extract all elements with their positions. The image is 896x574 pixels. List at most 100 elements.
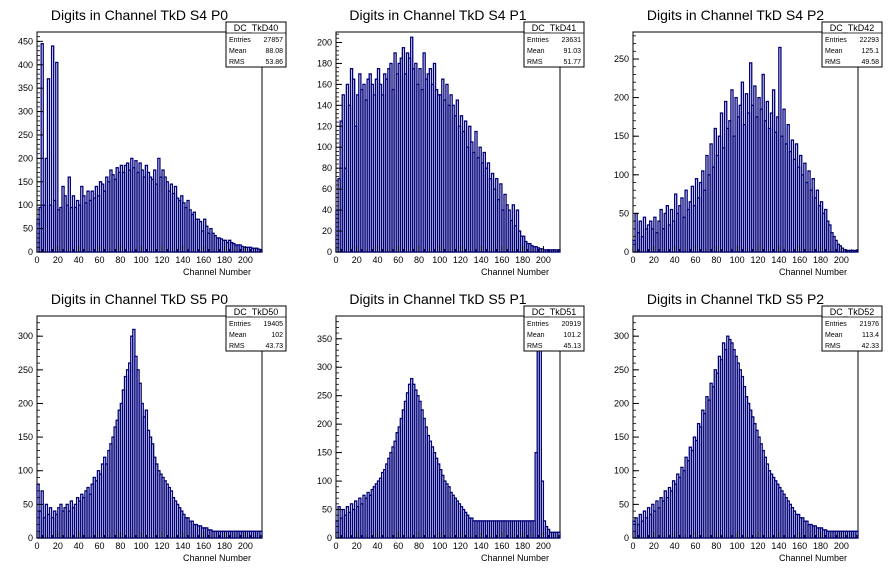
stats-key: Mean [229,48,247,55]
x-tick-label: 0 [34,255,39,265]
y-tick-label: 150 [18,432,33,442]
x-tick-label: 120 [750,541,765,551]
histogram-bar [540,480,545,539]
y-tick-label: 100 [18,200,33,210]
y-tick-label: 400 [18,60,33,70]
x-tick-label: 120 [453,255,468,265]
stats-value: 113.4 [862,332,879,339]
stats-value: 91.03 [563,48,581,55]
y-tick-label: 100 [614,466,629,476]
stats-box: DC_TkD51 Entries 20919 Mean 101.2 RMS 45.13 [523,305,585,352]
x-tick-label: 20 [649,541,659,551]
x-tick-label: 80 [414,541,424,551]
y-tick-label: 50 [619,208,629,218]
x-axis-label: Channel Number [779,267,847,277]
x-tick-label: 0 [333,541,338,551]
y-tick-label: 250 [614,365,629,375]
x-tick-label: 80 [115,541,125,551]
x-tick-label: 40 [372,541,382,551]
y-tick-label: 100 [317,142,332,152]
chart-panel-1: Digits in Channel TkD S4 P1 0 20 40 60 80 100 1… [317,7,585,277]
y-tick-label: 300 [18,331,33,341]
stats-value: 22293 [860,37,880,44]
x-tick-label: 160 [196,255,211,265]
x-tick-label: 80 [414,255,424,265]
x-tick-label: 160 [792,541,807,551]
histogram-bar [55,61,59,253]
x-tick-label: 140 [474,255,489,265]
stats-value: 49.58 [861,59,879,66]
y-tick-label: 300 [614,331,629,341]
stats-key: Entries [229,321,251,328]
chart-panel-5: Digits in Channel TkD S5 P2 0 20 40 60 80 100 1… [614,291,883,563]
stats-key: RMS [527,343,543,350]
y-tick-label: 100 [317,476,332,486]
x-tick-label: 20 [649,255,659,265]
x-tick-label: 180 [813,541,828,551]
chart-panel-3: Digits in Channel TkD S5 P0 0 20 40 60 80 100 1… [18,291,287,563]
x-tick-label: 0 [333,255,338,265]
stats-key: RMS [527,59,543,66]
x-tick-label: 180 [515,541,530,551]
x-tick-label: 140 [175,541,190,551]
x-tick-label: 20 [53,255,63,265]
stats-key: Entries [229,37,251,44]
stats-name: DC_TkD42 [830,23,875,33]
y-tick-label: 120 [317,121,332,131]
x-tick-label: 100 [134,255,149,265]
y-tick-label: 200 [317,37,332,47]
x-tick-label: 100 [730,255,745,265]
x-tick-label: 60 [393,541,403,551]
stats-key: Entries [527,37,549,44]
stats-box: DC_TkD40 Entries 27857 Mean 88.08 RMS 53.86 [225,21,287,68]
x-tick-label: 180 [217,541,232,551]
y-tick-label: 350 [317,334,332,344]
y-tick-label: 150 [18,177,33,187]
x-tick-label: 0 [34,541,39,551]
stats-box: DC_TkD50 Entries 19405 Mean 102 RMS 43.73 [225,305,287,352]
y-tick-label: 250 [317,391,332,401]
stats-value: 21976 [860,321,880,328]
x-axis-label: Channel Number [183,267,251,277]
stats-name: DC_TkD51 [532,307,577,317]
y-tick-label: 0 [28,533,33,543]
stats-name: DC_TkD41 [532,23,577,33]
x-tick-label: 40 [74,255,84,265]
stats-value: 42.33 [861,343,879,350]
histogram-series [632,335,859,539]
y-tick-label: 300 [18,107,33,117]
x-tick-label: 140 [474,541,489,551]
y-tick-label: 200 [18,153,33,163]
y-tick-label: 250 [18,130,33,140]
x-tick-label: 160 [196,541,211,551]
y-tick-label: 300 [317,362,332,372]
x-tick-label: 100 [432,541,447,551]
stats-value: 43.73 [265,343,283,350]
x-tick-label: 180 [515,255,530,265]
y-tick-label: 50 [23,224,33,234]
stats-value: 20919 [562,321,582,328]
y-tick-label: 0 [28,247,33,257]
chart-title: Digits in Channel TkD S5 P1 [349,291,526,307]
x-tick-label: 100 [134,541,149,551]
x-tick-label: 120 [154,255,169,265]
y-tick-label: 350 [18,83,33,93]
x-tick-label: 60 [393,255,403,265]
y-tick-label: 0 [624,247,629,257]
x-tick-label: 180 [813,255,828,265]
stats-value: 51.77 [563,59,581,66]
chart-title: Digits in Channel TkD S5 P2 [647,291,824,307]
stats-value: 27857 [264,37,284,44]
x-tick-label: 0 [630,255,635,265]
x-tick-label: 140 [771,541,786,551]
y-tick-label: 80 [322,163,332,173]
y-tick-label: 160 [317,79,332,89]
chart-panel-2: Digits in Channel TkD S4 P2 0 20 40 60 80 100 1… [614,7,883,277]
stats-key: Mean [527,48,545,55]
y-tick-label: 0 [327,533,332,543]
chart-title: Digits in Channel TkD S4 P0 [51,7,228,23]
x-axis-label: Channel Number [481,553,549,563]
stats-frame [523,21,585,68]
x-tick-label: 80 [115,255,125,265]
x-tick-label: 60 [94,255,104,265]
